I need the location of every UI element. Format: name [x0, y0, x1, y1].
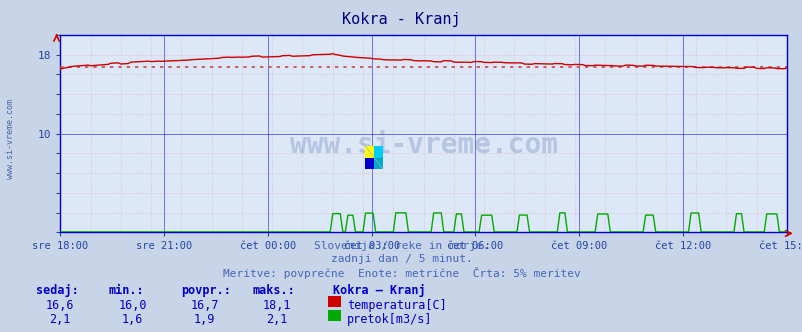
Text: pretok[m3/s]: pretok[m3/s] — [346, 313, 431, 326]
Bar — [365, 158, 374, 169]
Text: 16,0: 16,0 — [118, 299, 147, 312]
Text: temperatura[C]: temperatura[C] — [346, 299, 446, 312]
Text: 1,6: 1,6 — [122, 313, 143, 326]
Text: Kokra – Kranj: Kokra – Kranj — [333, 284, 425, 297]
Bar — [365, 146, 374, 158]
Text: sedaj:: sedaj: — [36, 284, 79, 297]
Text: Slovenija / reke in morje.: Slovenija / reke in morje. — [314, 241, 488, 251]
Text: www.si-vreme.com: www.si-vreme.com — [290, 131, 557, 159]
Text: www.si-vreme.com: www.si-vreme.com — [6, 100, 15, 179]
Text: 16,6: 16,6 — [46, 299, 75, 312]
Text: Meritve: povprečne  Enote: metrične  Črta: 5% meritev: Meritve: povprečne Enote: metrične Črta:… — [222, 267, 580, 279]
Text: Kokra - Kranj: Kokra - Kranj — [342, 12, 460, 27]
Text: povpr.:: povpr.: — [180, 284, 230, 297]
Text: zadnji dan / 5 minut.: zadnji dan / 5 minut. — [330, 254, 472, 264]
Bar — [374, 158, 383, 169]
Text: 18,1: 18,1 — [262, 299, 291, 312]
Text: 1,9: 1,9 — [194, 313, 215, 326]
Text: 16,7: 16,7 — [190, 299, 219, 312]
Text: min.:: min.: — [108, 284, 144, 297]
Bar — [374, 146, 383, 158]
Text: 2,1: 2,1 — [50, 313, 71, 326]
Text: 2,1: 2,1 — [266, 313, 287, 326]
Text: maks.:: maks.: — [253, 284, 295, 297]
